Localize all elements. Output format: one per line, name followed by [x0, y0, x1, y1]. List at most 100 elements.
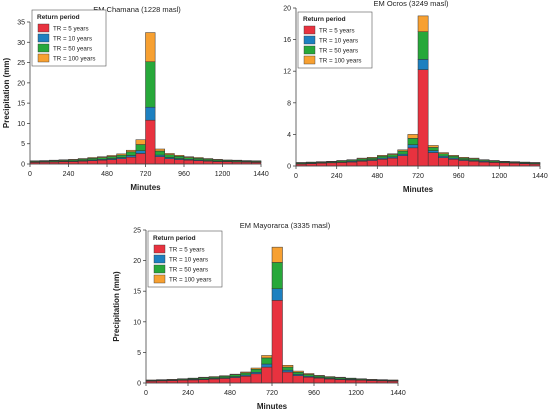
bar-segment — [356, 161, 368, 167]
bar-segment — [174, 159, 185, 165]
x-tick-label: 1200 — [215, 171, 231, 178]
bar-segment — [387, 153, 398, 155]
x-tick-label: 720 — [412, 173, 424, 180]
bar-segment — [164, 153, 175, 155]
bar-segment — [397, 150, 409, 155]
bar-segment — [116, 153, 127, 156]
bar-segment — [468, 157, 480, 160]
bar-segment — [438, 153, 449, 157]
bar-segment — [336, 162, 348, 167]
bar-segment — [87, 157, 98, 159]
bar-segment — [313, 377, 325, 384]
y-tick-label: 20 — [133, 258, 141, 265]
bar-segment — [193, 160, 204, 165]
bar-segment — [116, 158, 127, 165]
bar-segment — [187, 379, 199, 384]
chart-2: 0 240 480 720 960 1200 1440 0 4 8 12 16 20 Minutes EM … — [283, 0, 548, 194]
x-tick-label: 240 — [331, 173, 343, 180]
legend-entry: TR = 10 years — [169, 257, 208, 264]
bar-segment — [154, 148, 166, 152]
legend-swatch — [153, 254, 166, 264]
bar-segment — [397, 155, 409, 167]
bar-segment — [407, 144, 419, 149]
y-tick-label: 16 — [283, 37, 291, 44]
bar-segment — [303, 376, 315, 384]
bar-segment — [417, 31, 429, 60]
bar-segment — [106, 156, 117, 159]
bar-segment — [448, 155, 459, 159]
bar-segment — [126, 149, 137, 153]
bar-segment — [203, 158, 214, 160]
bar-segment — [303, 374, 315, 377]
bar-segment — [427, 147, 439, 151]
bar-segment — [407, 138, 419, 145]
bar-segment — [397, 149, 409, 152]
legend-swatch — [37, 23, 50, 33]
y-axis-title: Precipitation (mm) — [2, 58, 11, 129]
bar-segment — [438, 152, 449, 155]
bar-segment — [135, 144, 146, 151]
y-tick-label: 15 — [133, 289, 141, 296]
legend: Return period TR = 5 years TR = 10 years TR… — [297, 11, 373, 69]
bar-segment — [193, 157, 204, 159]
y-tick-label: 4 — [287, 132, 291, 139]
bar-segment — [135, 153, 146, 165]
bar-segment — [261, 366, 273, 384]
bar-segment — [154, 156, 166, 165]
bar-segment — [303, 373, 315, 375]
bar-segment — [229, 374, 241, 377]
bar-segment — [154, 150, 166, 156]
bar-segment — [145, 119, 156, 165]
bar-segment — [271, 288, 283, 301]
x-tick-label: 960 — [308, 390, 320, 397]
legend-entry: TR = 100 years — [319, 58, 361, 65]
legend-entry: TR = 100 years — [53, 56, 95, 63]
y-tick-label: 8 — [287, 100, 291, 107]
legend-entry: TR = 5 years — [319, 28, 355, 35]
chart-title: EM Mayorarca (3335 masl) — [240, 221, 331, 230]
x-tick-label: 720 — [266, 390, 278, 397]
x-axis-title: Minutes — [257, 402, 288, 411]
bar-segment — [282, 369, 294, 373]
legend-title: Return period — [37, 14, 80, 21]
bar-segment — [203, 160, 214, 165]
bar-segment — [468, 161, 480, 167]
bar-segment — [271, 262, 283, 290]
y-tick-label: 15 — [17, 101, 25, 108]
bar-segment — [427, 145, 439, 148]
bar-segment — [292, 375, 304, 384]
y-tick-label: 25 — [133, 228, 141, 235]
y-tick-label: 0 — [137, 381, 141, 388]
y-tick-label: 10 — [133, 319, 141, 326]
bar-segment — [427, 150, 439, 153]
legend: Return period TR = 5 years TR = 10 years TR… — [147, 230, 223, 288]
x-tick-label: 720 — [140, 171, 152, 178]
y-tick-label: 25 — [17, 60, 25, 67]
legend-swatch — [303, 25, 316, 35]
bar-segment — [448, 159, 459, 167]
y-tick-label: 5 — [137, 350, 141, 357]
bar-segment — [208, 376, 220, 378]
y-tick-label: 0 — [287, 164, 291, 171]
legend-swatch — [37, 43, 50, 53]
x-tick-label: 1200 — [348, 390, 364, 397]
bar-segment — [334, 376, 346, 379]
bar-segment — [324, 378, 336, 384]
legend-swatch — [153, 264, 166, 274]
bar-segment — [77, 160, 89, 165]
bar-segment — [174, 155, 185, 157]
bar-segment — [387, 157, 398, 167]
bar-segment — [345, 379, 357, 384]
legend-entry: TR = 50 years — [53, 46, 92, 53]
bar-segment — [326, 162, 337, 167]
x-tick-label: 1440 — [532, 173, 548, 180]
y-tick-label: 10 — [17, 121, 25, 128]
bar-segment — [250, 373, 262, 384]
y-axis-title: Precipitation (mm) — [112, 271, 121, 342]
x-tick-label: 1200 — [492, 173, 508, 180]
x-axis-title: Minutes — [403, 185, 434, 194]
bar-segment — [135, 139, 146, 145]
bar-segment — [164, 158, 175, 165]
x-tick-label: 480 — [101, 171, 113, 178]
